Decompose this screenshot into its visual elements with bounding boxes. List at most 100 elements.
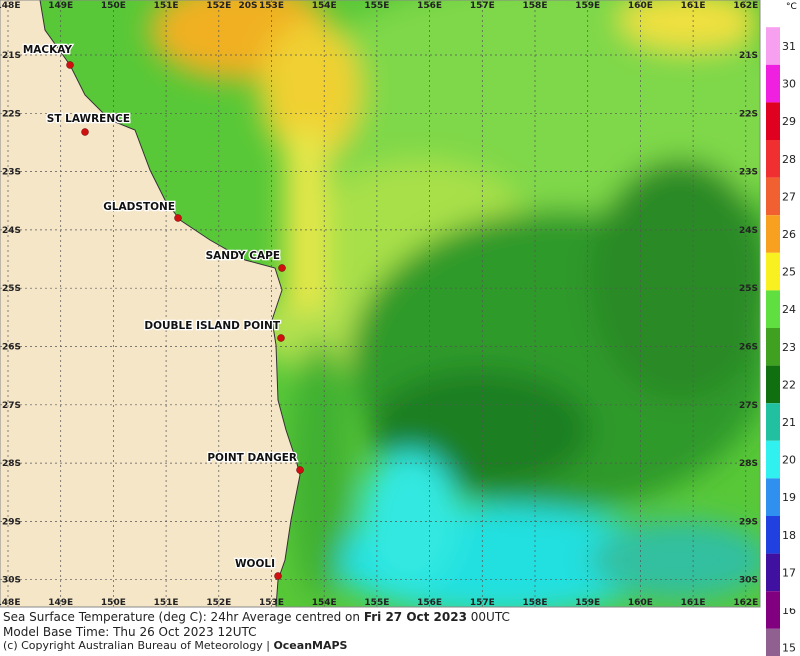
lon-label-top: 160E (628, 1, 653, 11)
lat-label-left: 21S (2, 51, 21, 61)
colorbar-label: 26 (782, 228, 796, 241)
caption-text: (c) Copyright Australian Bureau of Meteo… (3, 639, 274, 652)
colorbar-swatch (766, 591, 780, 608)
place-label: ST LAWRENCE (47, 113, 130, 125)
lat-label-right: 25S (739, 284, 758, 294)
colorbar-swatch (766, 608, 780, 629)
colorbar-label: 24 (782, 303, 796, 316)
colorbar-label: 27 (782, 190, 796, 203)
colorbar-label: 15 (782, 642, 796, 655)
lat-label-left: 30S (2, 576, 21, 586)
colorbar-label: 29 (782, 115, 796, 128)
lon-label-bottom: 150E (101, 598, 126, 608)
colorbar-swatch (766, 403, 780, 441)
lon-label-top: 155E (364, 1, 389, 11)
graticule (0, 0, 760, 607)
lat-label-left: 22S (2, 109, 21, 119)
lon-label-top: 159E (575, 1, 600, 11)
caption-line3: (c) Copyright Australian Bureau of Meteo… (3, 639, 347, 652)
caption-date: Fri 27 Oct 2023 (363, 610, 467, 624)
lat-label-top: 20S (238, 1, 257, 11)
lon-label-bottom: 154E (312, 598, 337, 608)
map-frame (0, 0, 761, 608)
place-label: MACKAY (23, 44, 73, 56)
place-marker (81, 128, 89, 136)
lon-label-top: 148E (0, 1, 20, 11)
lat-label-left: 23S (2, 168, 21, 178)
lon-label-top: 158E (523, 1, 548, 11)
colorbar-swatch (766, 365, 780, 404)
colorbar-swatch (766, 290, 780, 328)
place-label: DOUBLE ISLAND POINT (144, 320, 280, 332)
place-marker (274, 572, 282, 580)
lon-label-top: 149E (48, 1, 73, 11)
colorbar: 31 30 29 28 27 26 25 24 23 22 21 20 19 18 17 (766, 27, 796, 608)
lon-label-bottom: 153E (259, 598, 284, 608)
colorbar-label: 23 (782, 341, 796, 354)
colorbar-label: 18 (782, 529, 796, 542)
lat-label-right: 21S (739, 51, 758, 61)
lon-label-bottom: 157E (470, 598, 495, 608)
lon-label-top: 154E (312, 1, 337, 11)
place-marker (66, 61, 74, 69)
colorbar-label: 21 (782, 416, 796, 429)
place-marker (277, 334, 285, 342)
lat-label-left: 29S (2, 517, 21, 527)
colorbar-swatch (766, 27, 780, 65)
colorbar-label: 17 (782, 566, 796, 579)
lat-label-right: 28S (739, 459, 758, 469)
lat-label-right: 29S (739, 517, 758, 527)
lon-label-bottom: 152E (206, 598, 231, 608)
colorbar-label: 31 (782, 40, 796, 53)
colorbar-swatch (766, 215, 780, 253)
lon-label-top: 161E (681, 1, 706, 11)
colorbar-swatch (766, 64, 780, 103)
lat-label-left: 28S (2, 459, 21, 469)
colorbar-swatch (766, 102, 780, 140)
caption-line2: Model Base Time: Thu 26 Oct 2023 12UTC (3, 625, 257, 639)
lon-label-bottom: 162E (733, 598, 758, 608)
place-label: SANDY CAPE (206, 250, 280, 262)
place-marker (278, 264, 286, 272)
place-label: WOOLI (235, 558, 275, 570)
colorbar-label: 20 (782, 454, 796, 467)
lon-label-bottom: 159E (575, 598, 600, 608)
lon-label-bottom: 148E (0, 598, 20, 608)
caption-line1: Sea Surface Temperature (deg C): 24hr Av… (3, 610, 510, 624)
sst-field (0, 0, 760, 607)
colorbar-label: 28 (782, 153, 796, 166)
colorbar-swatch (766, 252, 780, 291)
lon-label-top: 156E (417, 1, 442, 11)
place-marker (296, 466, 304, 474)
colorbar-label: 16 (782, 608, 796, 617)
lat-label-left: 26S (2, 343, 21, 353)
colorbar-swatch (766, 140, 780, 178)
colorbar-swatch (766, 516, 780, 554)
place-label: GLADSTONE (103, 201, 175, 213)
colorbar-swatch (766, 478, 780, 516)
lon-label-top: 153E (259, 1, 284, 11)
lat-label-right: 24S (739, 226, 758, 236)
colorbar-swatch (766, 628, 780, 656)
place-label: POINT DANGER (207, 452, 297, 464)
lon-label-bottom: 160E (628, 598, 653, 608)
lon-label-bottom: 155E (364, 598, 389, 608)
lon-label-bottom: 149E (48, 598, 73, 608)
lon-label-top: 157E (470, 1, 495, 11)
place-marker (174, 214, 182, 222)
colorbar-swatch (766, 440, 780, 479)
colorbar-label: 22 (782, 378, 796, 391)
map-labels: 148E 148E 149E 149E 150E 150E 151E 151E 152E 152E… (0, 1, 758, 608)
lon-label-top: 162E (733, 1, 758, 11)
lat-label-right: 27S (739, 401, 758, 411)
colorbar-swatch (766, 553, 780, 592)
colorbar-label: 25 (782, 266, 796, 279)
colorbar-label: 19 (782, 491, 796, 504)
lat-label-left: 24S (2, 226, 21, 236)
lat-label-right: 23S (739, 168, 758, 178)
lon-label-top: 152E (206, 1, 231, 11)
land (0, 0, 301, 607)
lat-label-right: 26S (739, 343, 758, 353)
